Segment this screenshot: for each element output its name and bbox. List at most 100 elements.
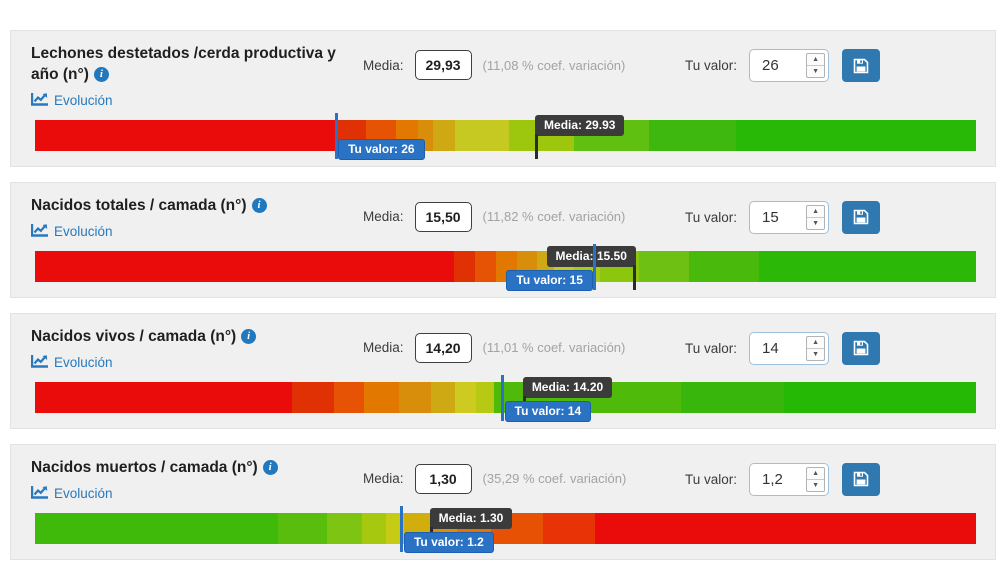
chart-line-icon: [31, 355, 48, 368]
coef-variation-text: (11,08 % coef. variación): [482, 57, 626, 73]
info-circle-icon[interactable]: i: [93, 66, 109, 82]
media-marker-tooltip: Media: 1.30: [429, 507, 513, 529]
media-block: Media: 15,50 (11,82 % coef. variación): [363, 201, 685, 232]
stepper-down-icon[interactable]: ▼: [812, 481, 819, 489]
card-header: Lechones destetados /cerda productiva y …: [31, 44, 976, 108]
metric-title: Lechones destetados /cerda productiva y …: [31, 44, 363, 86]
save-button[interactable]: [842, 462, 881, 496]
bar-segment: [475, 250, 497, 282]
evolution-link[interactable]: Evolución: [31, 93, 113, 108]
your-value-marker-tooltip: Tu valor: 15: [506, 269, 593, 291]
your-value-field: ▲▼: [749, 49, 830, 82]
chart-line-icon: [31, 486, 48, 499]
benchmark-bar: [35, 381, 976, 413]
floppy-disk-icon: [853, 210, 869, 225]
bar-segment: [35, 119, 337, 151]
media-label: Media:: [363, 471, 404, 487]
your-value-input[interactable]: [750, 470, 803, 488]
media-marker-tooltip: Media: 14.20: [522, 376, 613, 398]
media-value-box: 14,20: [414, 332, 472, 363]
stepper-down-icon[interactable]: ▼: [812, 219, 819, 227]
your-value-block: Tu valor: ▲▼: [685, 200, 881, 234]
benchmark-bar-area: Media: 1.30 Tu valor: 1.2: [35, 505, 976, 553]
your-value-label: Tu valor:: [685, 471, 738, 487]
quantity-stepper[interactable]: ▲ ▼: [806, 204, 826, 230]
evolution-label: Evolución: [54, 92, 113, 108]
evolution-link[interactable]: Evolución: [31, 224, 113, 239]
stepper-down-icon[interactable]: ▼: [812, 68, 819, 75]
stepper-up-icon[interactable]: ▲: [807, 54, 825, 66]
bar-segment: [362, 512, 386, 544]
metric-card-nacidos-vivos: Nacidos vivos / camada (n°) i Evolución M…: [10, 312, 996, 429]
bar-segment: [399, 381, 432, 413]
quantity-stepper[interactable]: ▲ ▼: [806, 466, 826, 492]
evolution-label: Evolución: [54, 223, 113, 239]
bar-segment: [688, 250, 760, 282]
save-button[interactable]: [842, 49, 881, 82]
evolution-label: Evolución: [54, 354, 113, 370]
info-circle-icon[interactable]: i: [241, 328, 257, 344]
stepper-up-icon[interactable]: ▲: [807, 337, 825, 349]
your-value-block: Tu valor: ▲▼: [685, 331, 881, 365]
bar-segment: [681, 381, 784, 413]
bar-segment: [35, 512, 278, 544]
evolution-link[interactable]: Evolución: [31, 355, 113, 370]
bar-segment: [454, 381, 477, 413]
your-value-marker-line: [501, 374, 505, 421]
stepper-up-icon[interactable]: ▲: [807, 468, 825, 480]
quantity-stepper[interactable]: ▲ ▼: [806, 335, 826, 361]
your-value-field: ▲▼: [749, 200, 830, 234]
evolution-link[interactable]: Evolución: [31, 486, 113, 501]
your-value-marker-line: [334, 112, 338, 159]
info-circle-icon[interactable]: i: [262, 459, 278, 475]
media-block: Media: 29,93 (11,08 % coef. variación): [363, 50, 685, 80]
quantity-stepper[interactable]: ▲ ▼: [806, 53, 826, 78]
media-block: Media: 1,30 (35,29 % coef. variación): [363, 463, 685, 494]
your-value-input[interactable]: [750, 208, 803, 226]
media-label: Media:: [363, 209, 404, 225]
evolution-label: Evolución: [54, 485, 113, 501]
your-value-input[interactable]: [750, 339, 803, 357]
metric-card-nacidos-muertos: Nacidos muertos / camada (n°) i Evolución…: [10, 443, 996, 560]
your-value-marker-tooltip: Tu valor: 1.2: [403, 531, 494, 553]
title-block: Lechones destetados /cerda productiva y …: [31, 44, 363, 108]
your-value-input[interactable]: [750, 57, 803, 74]
your-value-marker-line: [593, 243, 597, 290]
stepper-down-icon[interactable]: ▼: [812, 350, 819, 358]
media-marker-tooltip: Media: 29.93: [535, 114, 625, 136]
media-value-box: 29,93: [414, 50, 472, 80]
metric-title-text: Nacidos totales / camada (n°): [31, 196, 247, 214]
metric-title-text: Nacidos muertos / camada (n°): [31, 458, 258, 476]
bar-segment: [291, 381, 335, 413]
media-marker-line: [535, 133, 539, 159]
media-block: Media: 14,20 (11,01 % coef. variación): [363, 332, 685, 363]
your-value-field: ▲▼: [749, 331, 830, 365]
your-value-label: Tu valor:: [685, 340, 738, 356]
bar-segment: [783, 381, 976, 413]
metric-title: Nacidos totales / camada (n°) i: [31, 196, 363, 217]
floppy-disk-icon: [853, 471, 869, 487]
benchmark-bar: [35, 119, 976, 151]
bar-segment: [35, 381, 292, 413]
bar-segment: [431, 381, 455, 413]
chart-line-icon: [31, 224, 48, 237]
benchmark-bar-area: Media: 15.50 Tu valor: 15: [35, 243, 976, 291]
stepper-up-icon[interactable]: ▲: [807, 206, 825, 218]
benchmark-bar-area: Media: 14.20 Tu valor: 14: [35, 374, 976, 422]
your-value-label: Tu valor:: [685, 209, 738, 225]
bar-segment: [35, 250, 454, 282]
bar-segment: [385, 512, 404, 544]
media-marker-line: [632, 264, 636, 290]
card-header: Nacidos totales / camada (n°) i Evolución…: [31, 196, 976, 239]
your-value-marker-tooltip: Tu valor: 26: [338, 138, 425, 160]
coef-variation-text: (35,29 % coef. variación): [482, 471, 627, 487]
media-label: Media:: [363, 57, 404, 73]
save-button[interactable]: [842, 331, 881, 365]
floppy-disk-icon: [853, 58, 869, 73]
bar-segment: [454, 119, 510, 151]
bar-segment: [277, 512, 327, 544]
save-button[interactable]: [842, 200, 881, 234]
info-circle-icon[interactable]: i: [251, 197, 267, 213]
metric-title-text: Nacidos vivos / camada (n°): [31, 327, 237, 345]
